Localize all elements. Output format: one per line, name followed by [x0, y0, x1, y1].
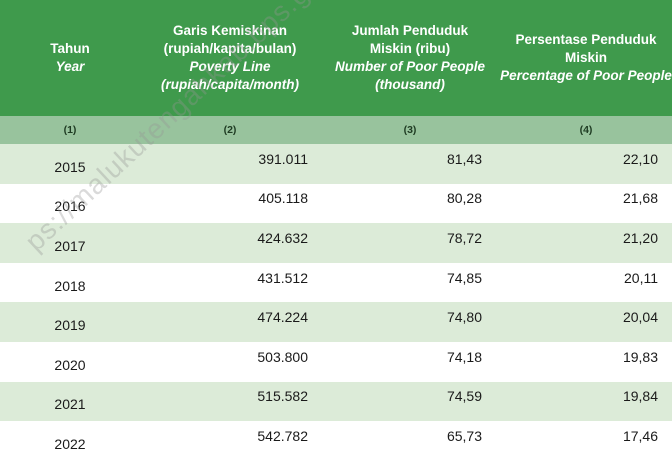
table-row: 2021 515.582 74,59 19,84 — [0, 381, 672, 422]
cell-poor-people: 74,80 — [446, 309, 482, 326]
cell-percentage: 20,11 — [624, 269, 658, 286]
cell-year: 2016 — [54, 198, 86, 215]
header-year-id: Tahun — [50, 41, 90, 56]
header-year-en: Year — [55, 59, 85, 74]
cell-poverty-line: 503.800 — [257, 348, 308, 365]
header-poverty-line-id2: (rupiah/kapita/bulan) — [163, 41, 297, 56]
table-body: 2015 391.011 81,43 22,10 2016 405.118 80… — [0, 144, 672, 461]
cell-percentage: 22,10 — [622, 150, 658, 167]
cell-year: 2022 — [54, 435, 86, 452]
cell-year: 2018 — [54, 277, 86, 294]
header-poverty-line-id1: Garis Kemiskinan — [172, 23, 288, 38]
cell-year: 2019 — [54, 317, 86, 334]
cell-percentage: 21,20 — [622, 229, 658, 246]
header-poor-people: Jumlah Penduduk Miskin (ribu) Number of … — [320, 0, 500, 116]
header-percentage-id2: Miskin — [564, 50, 607, 65]
table-row: 2019 474.224 74,80 20,04 — [0, 302, 672, 342]
cell-percentage: 21,68 — [622, 190, 658, 207]
cell-year: 2017 — [54, 237, 86, 254]
column-number: (3) — [403, 124, 417, 136]
header-poor-people-en2: (thousand) — [375, 77, 445, 92]
cell-poor-people: 80,28 — [446, 190, 482, 207]
cell-poor-people: 78,72 — [446, 229, 482, 246]
cell-percentage: 19,84 — [622, 388, 658, 405]
header-poor-people-id2: Miskin (ribu) — [369, 41, 451, 56]
header-percentage-en1: Percentage of Poor People — [500, 68, 672, 83]
header-poor-people-id1: Jumlah Penduduk — [351, 23, 469, 38]
column-number-row: (1) (2) (3) (4) — [0, 116, 672, 144]
cell-poverty-line: 515.582 — [257, 388, 308, 405]
cell-poor-people: 74,18 — [446, 348, 482, 365]
table-row: 2020 503.800 74,18 19,83 — [0, 341, 672, 382]
cell-year: 2020 — [54, 356, 86, 373]
header-percentage: Persentase Penduduk Miskin Percentage of… — [500, 0, 672, 116]
column-number: (1) — [63, 124, 77, 136]
table-row: 2016 405.118 80,28 21,68 — [0, 183, 672, 224]
cell-poverty-line: 405.118 — [258, 190, 308, 207]
table-row: 2015 391.011 81,43 22,10 — [0, 144, 672, 184]
table-row: 2017 424.632 78,72 21,20 — [0, 223, 672, 263]
table-row: 2018 431.512 74,85 20,11 — [0, 262, 672, 303]
table-row: 2022 542.782 65,73 17,46 — [0, 421, 672, 461]
header-year: Tahun Year — [0, 0, 140, 116]
cell-poor-people: 81,43 — [446, 150, 482, 167]
cell-percentage: 19,83 — [622, 348, 658, 365]
cell-poor-people: 74,85 — [446, 269, 482, 286]
cell-year: 2015 — [54, 158, 86, 175]
header-poverty-line-en2: (rupiah/capita/month) — [161, 77, 299, 92]
header-percentage-id1: Persentase Penduduk — [515, 32, 657, 47]
header-poverty-line-en1: Poverty Line — [189, 59, 271, 74]
column-number: (4) — [579, 124, 593, 136]
cell-poverty-line: 424.632 — [257, 229, 308, 246]
cell-poverty-line: 474.224 — [257, 309, 308, 326]
cell-year: 2021 — [54, 396, 86, 413]
cell-percentage: 20,04 — [622, 309, 658, 326]
cell-percentage: 17,46 — [622, 427, 658, 444]
header-poverty-line: Garis Kemiskinan (rupiah/kapita/bulan) P… — [140, 0, 320, 116]
cell-poverty-line: 431.512 — [257, 269, 308, 286]
header-poor-people-en1: Number of Poor People — [334, 59, 486, 74]
cell-poverty-line: 391.011 — [258, 150, 308, 167]
cell-poor-people: 74,59 — [446, 388, 482, 405]
column-number: (2) — [223, 124, 237, 136]
cell-poor-people: 65,73 — [446, 427, 482, 444]
table-header: Tahun Year Garis Kemiskinan (rupiah/kapi… — [0, 0, 672, 116]
cell-poverty-line: 542.782 — [257, 427, 308, 444]
